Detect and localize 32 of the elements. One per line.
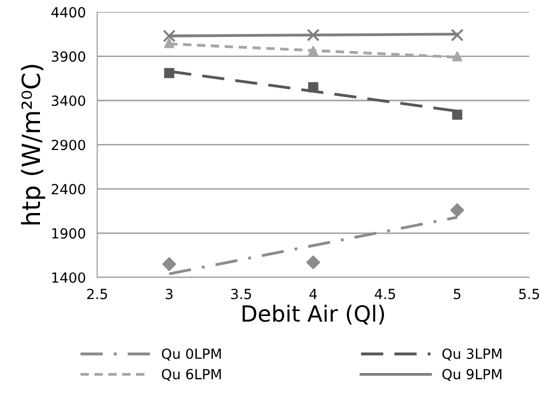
point [162,257,176,272]
point [162,30,176,42]
point [450,28,464,42]
x-tick-label: 5.5 [519,288,540,300]
x-axis-title: Debit Air (Ql) [242,304,384,325]
point [450,203,464,218]
y-tick-label: 3900 [52,51,86,62]
y-tick-label: 2400 [52,184,86,194]
y-axis-title: htp (W/m²⁰C) [20,64,46,224]
legend-label: Qu 6LPM [162,368,221,381]
y-tick-label: 4400 [51,7,86,18]
x-tick-label: 4 [309,288,317,300]
point [164,38,174,48]
y-tick-label: 2900 [52,140,86,150]
point [452,110,462,120]
x-tick-label: 3.5 [231,288,252,300]
point [306,28,320,42]
x-tick-label: 3 [166,288,173,300]
legend-label: Qu 3LPM [442,348,502,361]
point [452,51,462,62]
point [308,82,318,92]
point [308,46,318,56]
point [164,68,174,78]
legend-label: Qu 9LPM [442,368,502,381]
y-tick-label: 1400 [52,272,86,283]
y-tick-label: 1900 [52,228,86,239]
point [306,255,320,270]
legend-label: Qu 0LPM [162,348,221,361]
x-tick-label: 2.5 [87,288,108,300]
x-tick-label: 5 [454,288,460,300]
y-tick-label: 3400 [52,95,86,106]
x-tick-label: 4.5 [374,288,396,300]
